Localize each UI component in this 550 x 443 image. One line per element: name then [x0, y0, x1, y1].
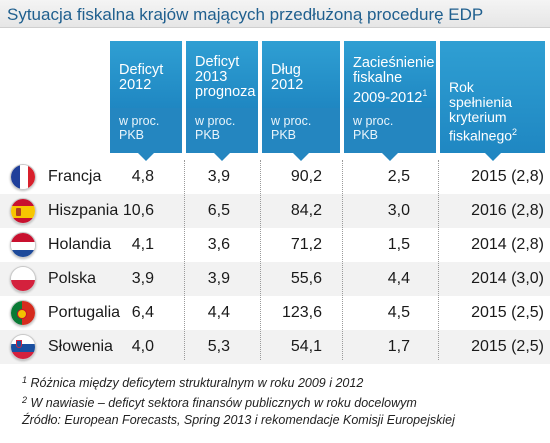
table-cell: 1,7	[387, 338, 410, 355]
table-cell: 84,2	[290, 202, 322, 219]
column-header-deficyt-2013: Deficyt 2013 prognoza w proc. PKB	[186, 41, 258, 161]
footnotes: 1 Różnica między deficytem strukturalnym…	[22, 372, 455, 429]
column-header-deficyt-2012: Deficyt 2012 w proc. PKB	[110, 41, 182, 161]
column-divider	[260, 160, 261, 360]
table-cell: 6,5	[207, 202, 230, 219]
footnote-marker: 2	[512, 127, 518, 137]
table-cell: 55,6	[290, 270, 322, 287]
table-cell: 10,6	[122, 202, 154, 219]
source-note: Źródło: European Forecasts, Spring 2013 …	[22, 413, 455, 427]
title-bar: Sytuacja fiskalna krajów mających przedł…	[0, 0, 550, 28]
column-divider	[184, 160, 185, 360]
table-cell: 4,8	[131, 168, 154, 185]
table-row: Portugalia 6,4 4,4 123,6 4,5 2015 (2,5)	[0, 296, 550, 330]
column-divider	[438, 160, 439, 360]
table-cell: 3,9	[131, 270, 154, 287]
table-cell: 3,0	[387, 202, 410, 219]
table-cell: 3,9	[207, 270, 230, 287]
column-header-rok-spelnienia: Rok spełnienia kryterium fiskalnego2	[440, 41, 545, 161]
column-header-unit: w proc. PKB	[353, 114, 394, 142]
country-name: Holandia	[48, 236, 112, 253]
table-cell: 2015 (2,5)	[471, 338, 544, 355]
table-row: Holandia 4,1 3,6 71,2 1,5 2014 (2,8)	[0, 228, 550, 262]
table-cell: 4,4	[207, 304, 230, 321]
table-cell: 5,3	[207, 338, 230, 355]
column-header-unit: w proc. PKB	[195, 114, 236, 142]
table-cell: 2,5	[387, 168, 410, 185]
table-cell: 123,6	[281, 304, 322, 321]
table-cell: 4,1	[131, 236, 154, 253]
footnote-2: 2 W nawiasie – deficyt sektora finansów …	[22, 395, 417, 410]
footnote-marker: 1	[422, 88, 428, 98]
column-header-unit: w proc. PKB	[119, 114, 160, 142]
column-header-label: Deficyt 2012	[119, 62, 164, 93]
column-header-label: Zacieśnienie fiskalne 2009-2012	[353, 55, 435, 106]
table-cell: 2015 (2,8)	[471, 168, 544, 185]
table-row: Hiszpania 10,6 6,5 84,2 3,0 2016 (2,8)	[0, 194, 550, 228]
flag-france-icon	[10, 164, 36, 190]
table-cell: 2014 (2,8)	[471, 236, 544, 253]
table-row: Słowenia 4,0 5,3 54,1 1,7 2015 (2,5)	[0, 330, 550, 364]
table-cell: 2014 (3,0)	[471, 270, 544, 287]
table-cell: 71,2	[290, 236, 322, 253]
table-cell: 3,9	[207, 168, 230, 185]
flag-spain-icon	[10, 198, 36, 224]
page-title: Sytuacja fiskalna krajów mających przedł…	[7, 5, 484, 24]
flag-portugal-icon	[10, 300, 36, 326]
table-cell: 4,4	[387, 270, 410, 287]
country-name: Portugalia	[48, 304, 121, 321]
table-row: Francja 4,8 3,9 90,2 2,5 2015 (2,8)	[0, 160, 550, 194]
flag-slovenia-icon	[10, 334, 36, 360]
country-name: Francja	[48, 168, 102, 185]
footnote-1: 1 Różnica między deficytem strukturalnym…	[22, 375, 364, 390]
column-header-label: Dług 2012	[271, 62, 304, 93]
country-name: Słowenia	[48, 338, 113, 355]
table-cell: 3,6	[207, 236, 230, 253]
table-cell: 4,5	[387, 304, 410, 321]
table-cell: 2015 (2,5)	[471, 304, 544, 321]
country-name: Polska	[48, 270, 97, 287]
flag-poland-icon	[10, 266, 36, 292]
table-cell: 90,2	[290, 168, 322, 185]
column-header-dlug-2012: Dług 2012 w proc. PKB	[262, 41, 340, 161]
column-header-label: Deficyt 2013 prognoza	[195, 54, 256, 100]
table-cell: 1,5	[387, 236, 410, 253]
country-name: Hiszpania	[48, 202, 119, 219]
column-header-zaciesnienie: Zacieśnienie fiskalne 2009-20121 w proc.…	[344, 41, 436, 161]
flag-netherlands-icon	[10, 232, 36, 258]
column-header-label: Rok spełnienia kryterium fiskalnego	[449, 79, 513, 144]
table-cell: 54,1	[290, 338, 322, 355]
table-row: Polska 3,9 3,9 55,6 4,4 2014 (3,0)	[0, 262, 550, 296]
column-divider	[342, 160, 343, 360]
table-cell: 4,0	[131, 338, 154, 355]
table-cell: 2016 (2,8)	[471, 202, 544, 219]
table-cell: 6,4	[131, 304, 154, 321]
column-header-unit: w proc. PKB	[271, 114, 312, 142]
